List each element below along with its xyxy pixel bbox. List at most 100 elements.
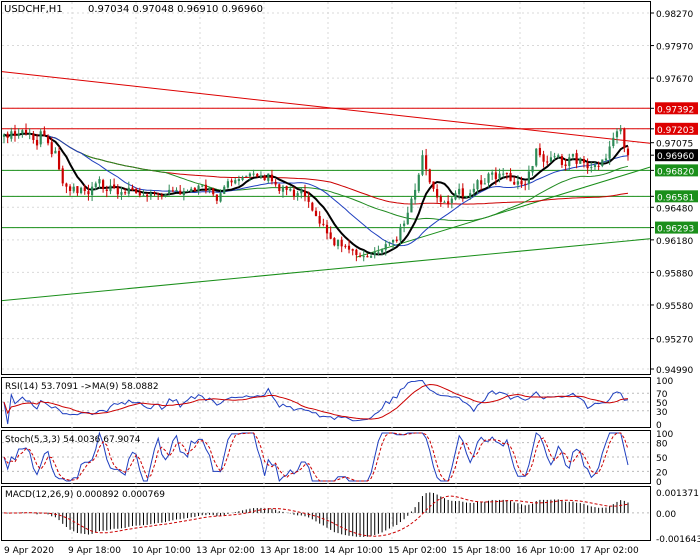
candle-body bbox=[494, 172, 497, 180]
candle-body bbox=[127, 187, 130, 194]
candle-body bbox=[234, 180, 237, 184]
candle-body bbox=[193, 188, 196, 191]
candle-body bbox=[439, 196, 442, 202]
candle-body bbox=[43, 130, 46, 136]
price-level-tag bbox=[655, 149, 698, 162]
candle-body bbox=[72, 186, 75, 192]
candle-body bbox=[542, 154, 545, 162]
candle-body bbox=[358, 255, 362, 257]
candle-body bbox=[65, 183, 68, 187]
candle-body bbox=[241, 176, 244, 180]
price-level-tag bbox=[655, 190, 698, 203]
candle-body bbox=[575, 153, 578, 164]
candle-body bbox=[560, 156, 564, 165]
candle-body bbox=[458, 188, 461, 195]
time-tick-label: 9 Apr 18:00 bbox=[68, 546, 121, 556]
candle-body bbox=[201, 185, 204, 187]
price-axis-layer: 0.98270 0.97970 0.97670 0.97392 0.97203 0.970… bbox=[650, 10, 698, 376]
candle-body bbox=[366, 256, 369, 258]
candle-body bbox=[300, 189, 303, 194]
price-level-tag-label: 0.96293 bbox=[657, 225, 694, 235]
candle-body bbox=[57, 150, 61, 170]
candle-body bbox=[410, 198, 413, 213]
macd-title: MACD(12,26,9) 0.000892 0.000769 bbox=[5, 490, 165, 500]
candle-body bbox=[50, 142, 53, 155]
candle-body bbox=[564, 164, 567, 167]
candle-body bbox=[384, 244, 387, 250]
candle-body bbox=[516, 181, 519, 185]
candle-body bbox=[68, 186, 72, 191]
price-level-tag-label: 0.96820 bbox=[657, 167, 694, 177]
candle-body bbox=[626, 148, 630, 156]
candle-body bbox=[373, 251, 376, 256]
candle-body bbox=[568, 157, 571, 166]
resistance-trendline bbox=[1, 71, 651, 144]
candle-body bbox=[476, 180, 479, 190]
candle-body bbox=[450, 198, 453, 203]
candle-body bbox=[340, 239, 343, 247]
candle-body bbox=[109, 185, 112, 192]
candle-body bbox=[318, 215, 321, 224]
candle-body bbox=[601, 159, 604, 167]
candle-body bbox=[344, 245, 347, 247]
candle-body bbox=[135, 188, 138, 194]
candle-body bbox=[164, 194, 167, 197]
candle-body bbox=[336, 239, 340, 247]
long-support-trendline bbox=[1, 238, 651, 302]
price-level-tag-label: 0.96960 bbox=[657, 152, 694, 162]
candle-body bbox=[267, 173, 270, 181]
candle-body bbox=[212, 188, 215, 195]
candle-body bbox=[76, 186, 79, 194]
time-tick-label: 13 Apr 02:00 bbox=[196, 546, 255, 556]
candle-body bbox=[149, 193, 152, 197]
price-tick-label: 0.97970 bbox=[656, 43, 693, 53]
candle-body bbox=[223, 186, 226, 194]
stoch-tick-label: 20 bbox=[656, 468, 668, 478]
candle-body bbox=[32, 133, 35, 140]
candle-body bbox=[142, 195, 145, 197]
candle-body bbox=[604, 158, 608, 161]
candle-body bbox=[24, 129, 28, 134]
candle-body bbox=[303, 190, 307, 197]
candle-body bbox=[39, 131, 42, 145]
rsi-tick-label: 50 bbox=[656, 399, 668, 409]
candle-body bbox=[285, 186, 288, 190]
price-tick-label: 0.96480 bbox=[656, 204, 693, 214]
candle-body bbox=[469, 193, 472, 198]
rsi-tick-label: 70 bbox=[656, 390, 668, 400]
price-level-tag bbox=[655, 221, 698, 234]
candle-body bbox=[245, 175, 248, 177]
candle-body bbox=[219, 193, 222, 202]
time-tick-label: 10 Apr 10:00 bbox=[132, 546, 191, 556]
candle-body bbox=[586, 163, 589, 169]
candle-body bbox=[538, 147, 542, 156]
price-level-tag-label: 0.96581 bbox=[657, 193, 694, 203]
candle-body bbox=[116, 187, 119, 195]
price-tick-label: 0.96180 bbox=[656, 237, 693, 247]
candle-body bbox=[406, 212, 409, 225]
price-level-tag-label: 0.97203 bbox=[657, 126, 694, 136]
candle-body bbox=[186, 191, 189, 192]
candle-body bbox=[54, 150, 57, 154]
candle-body bbox=[347, 245, 351, 250]
rsi-tick-label: 30 bbox=[656, 408, 668, 418]
short-support-trendline bbox=[356, 166, 651, 258]
candle-body bbox=[153, 192, 156, 194]
candle-body bbox=[113, 184, 116, 188]
candle-body bbox=[281, 186, 285, 192]
candle-body bbox=[362, 256, 365, 258]
stoch-tick-label: 0 bbox=[656, 478, 662, 488]
candle-body bbox=[98, 179, 101, 184]
candle-body bbox=[417, 174, 420, 191]
candle-body bbox=[105, 189, 108, 191]
main-panel-frame bbox=[1, 1, 651, 375]
candle-body bbox=[380, 249, 384, 253]
candle-body bbox=[171, 190, 174, 192]
candle-body bbox=[230, 180, 233, 183]
candle-body bbox=[146, 194, 149, 197]
candle-body bbox=[307, 196, 310, 202]
candle-body bbox=[454, 193, 457, 200]
candle-body bbox=[531, 166, 534, 173]
